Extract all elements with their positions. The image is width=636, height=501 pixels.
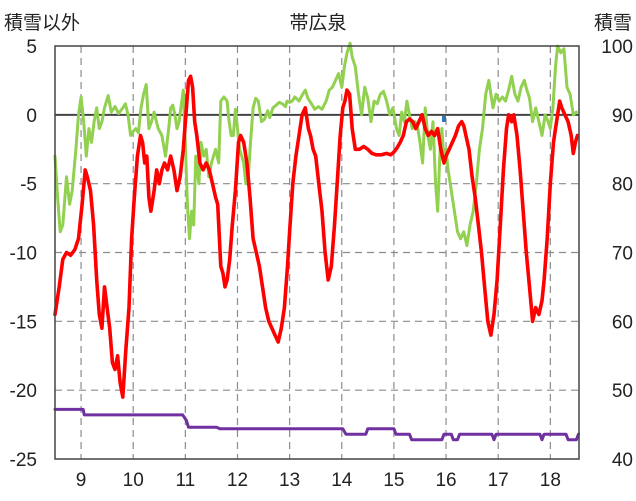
x-tick-label: 9 [76, 470, 87, 491]
chart-title: 帯広泉 [289, 12, 346, 34]
x-tick-label: 14 [331, 470, 353, 491]
x-tick-label: 17 [488, 470, 509, 491]
series-line-3 [53, 407, 580, 442]
series-layer [53, 41, 580, 442]
gridlines [55, 46, 579, 459]
left-tick-label: -20 [10, 381, 37, 402]
series-line-1 [53, 41, 578, 248]
x-tick-label: 10 [123, 470, 144, 491]
left-tick-label: -5 [20, 175, 37, 196]
plot-border [54, 45, 580, 460]
left-axis-label: 積雪以外 [4, 12, 80, 34]
right-tick-label: 70 [612, 244, 633, 265]
left-tick-label: 0 [26, 106, 37, 127]
right-tick-label: 100 [601, 37, 633, 58]
x-tick-label: 13 [279, 470, 300, 491]
x-tick-labels: 9 10 11 12 13 14 15 16 17 18 [76, 470, 561, 491]
marker-1 [441, 115, 446, 122]
x-tick-label: 15 [383, 470, 404, 491]
series-line-2 [53, 74, 580, 399]
left-tick-labels: 5 0 -5 -10 -15 -20 -25 [10, 37, 37, 471]
left-tick-label: -15 [10, 312, 37, 333]
x-tick-label: 12 [227, 470, 248, 491]
right-tick-label: 80 [612, 175, 633, 196]
left-tick-label: 5 [26, 37, 37, 58]
right-tick-label: 90 [612, 106, 633, 127]
right-axis-label: 積雪 [594, 12, 632, 34]
left-tick-label: -10 [10, 244, 37, 265]
right-tick-label: 60 [612, 312, 633, 333]
x-tick-label: 16 [435, 470, 456, 491]
right-tick-labels: 100 90 80 70 60 50 40 [601, 37, 633, 471]
x-tick-label: 11 [175, 470, 195, 491]
left-tick-label: -25 [10, 450, 37, 471]
plot-frame [54, 45, 580, 460]
right-tick-label: 40 [612, 450, 633, 471]
right-tick-label: 50 [612, 381, 633, 402]
x-tick-label: 18 [540, 470, 561, 491]
